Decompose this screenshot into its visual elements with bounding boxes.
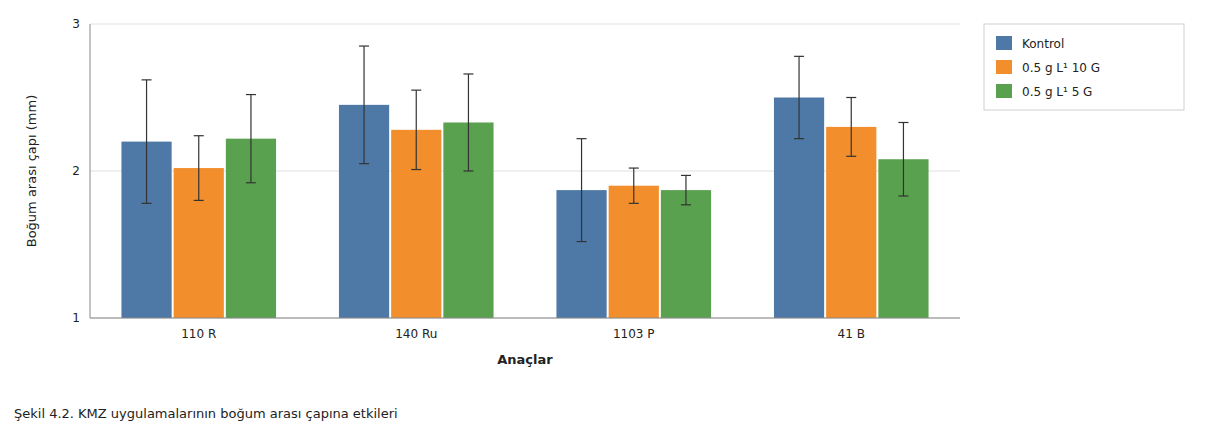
x-tick-label: 41 B [838,327,865,341]
legend: Kontrol 0.5 g L¹ 10 G 0.5 g L¹ 5 G [984,24,1184,110]
y-tick-label: 3 [72,17,80,31]
chart-svg: 1 2 3 110 R 140 Ru 1103 P 41 B Anaçlar Boğum ara… [0,0,1222,434]
legend-box [984,24,1184,110]
legend-label: 0.5 g L¹ 5 G [1022,85,1092,99]
legend-swatch [996,60,1012,74]
y-axis-line [90,24,91,318]
error-bar [577,139,587,242]
grid-line [90,24,960,25]
y-tick-label: 1 [72,311,80,325]
legend-swatch [996,84,1012,98]
x-axis-line [90,318,960,319]
legend-swatch [996,36,1012,50]
y-axis-label: Boğum arası çapı (mm) [24,95,39,248]
legend-label: 0.5 g L¹ 10 G [1022,61,1100,75]
error-bar [629,168,639,203]
x-tick-label: 140 Ru [395,327,437,341]
error-bar [246,95,256,183]
error-bar [359,46,369,164]
x-tick-label: 110 R [181,327,216,341]
y-tick-label: 2 [72,164,80,178]
bar [661,190,711,318]
bar [609,186,659,318]
error-bar [846,98,856,157]
error-bar [142,80,152,203]
bars [121,46,928,318]
chart-container: 1 2 3 110 R 140 Ru 1103 P 41 B Anaçlar Boğum ara… [0,0,1222,434]
legend-label: Kontrol [1022,37,1064,51]
error-bar [463,74,473,171]
error-bar [194,136,204,201]
error-bar [411,90,421,169]
error-bar [898,122,908,196]
grid-line [90,318,960,319]
x-axis-label: Anaçlar [497,352,553,367]
x-tick-label: 1103 P [613,327,655,341]
title: Şekil 4.2. KMZ uygulamalarının boğum ara… [14,406,398,421]
error-bar [794,56,804,138]
grid [90,24,960,318]
error-bar [681,175,691,204]
